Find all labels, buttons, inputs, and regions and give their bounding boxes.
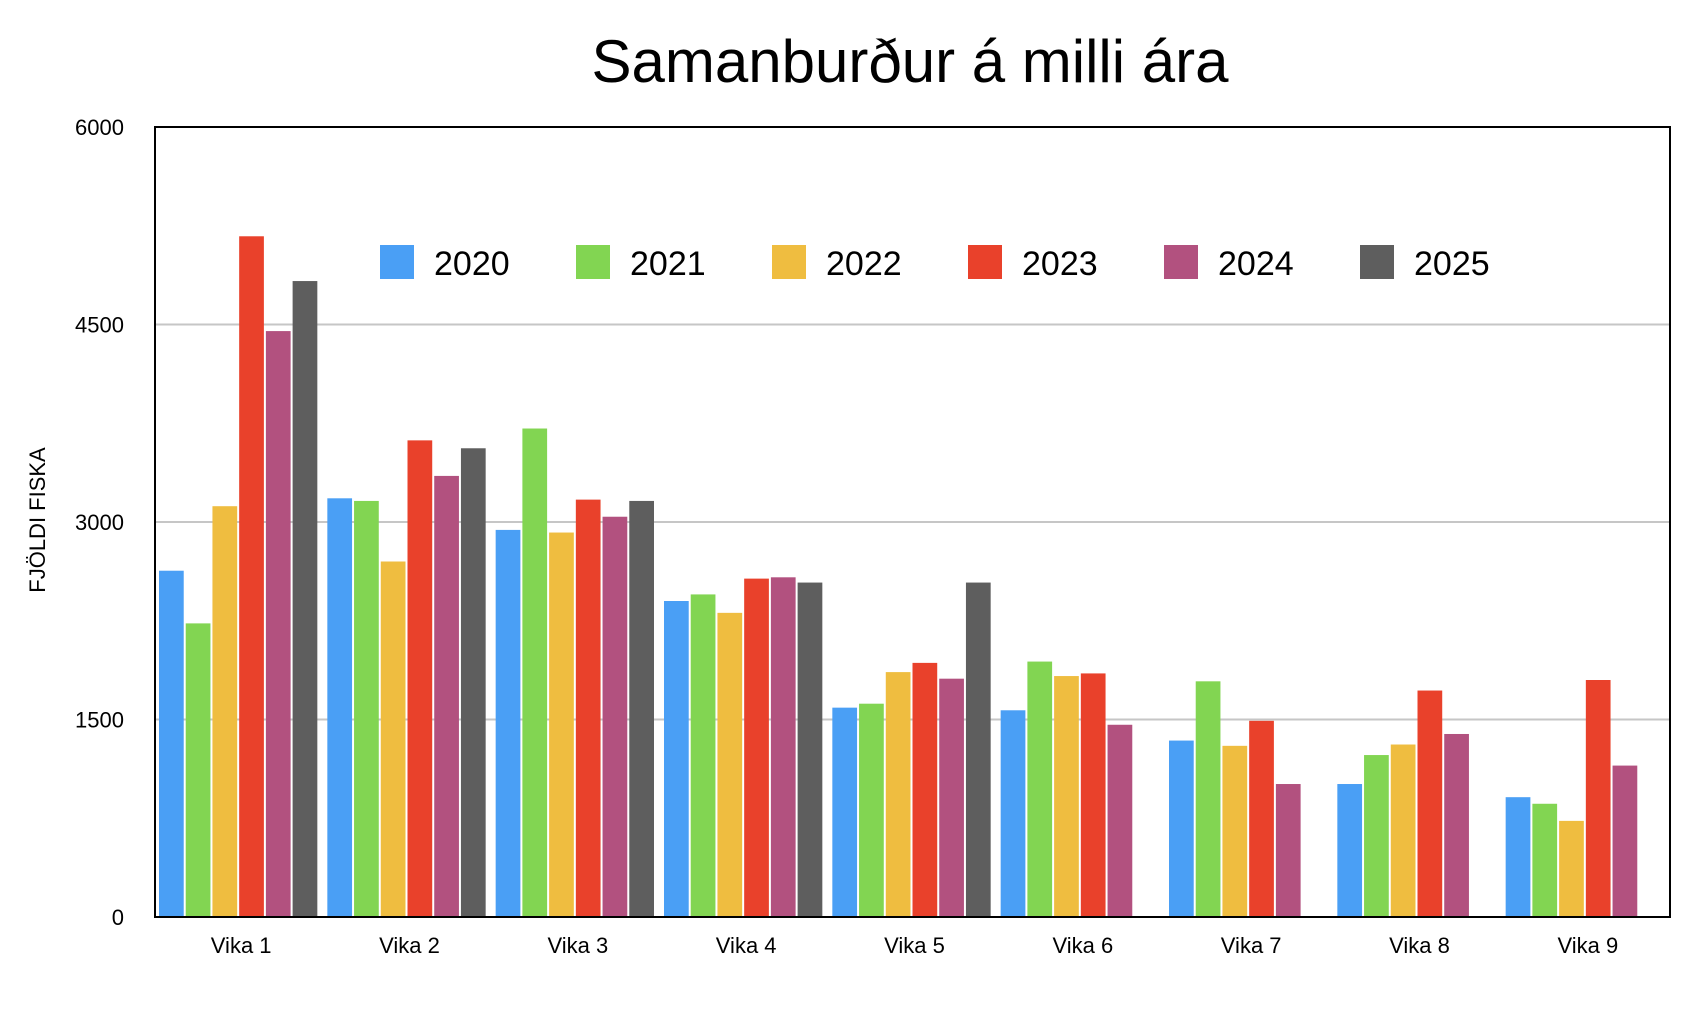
y-tick-label: 3000: [75, 510, 124, 535]
bar-2020-vika-5: [832, 707, 858, 917]
bar-2024-vika-9: [1612, 765, 1638, 917]
x-tick-label: Vika 1: [211, 933, 272, 958]
bar-2020-vika-8: [1337, 784, 1363, 917]
bar-2025-vika-5: [965, 582, 991, 917]
x-tick-label: Vika 2: [379, 933, 440, 958]
bar-2024-vika-6: [1107, 724, 1133, 917]
bar-2021-vika-5: [859, 703, 884, 917]
bar-2020-vika-4: [664, 601, 689, 917]
bar-2023-vika-7: [1249, 720, 1274, 917]
x-tick-label: Vika 4: [716, 933, 777, 958]
legend-label: 2024: [1218, 245, 1294, 283]
chart-title: Samanburður á milli ára: [592, 28, 1230, 95]
legend-label: 2023: [1022, 245, 1098, 283]
bar-2024-vika-5: [939, 678, 964, 917]
legend-swatch: [1360, 245, 1394, 279]
bar-2022-vika-3: [549, 532, 574, 917]
bar-2022-vika-9: [1559, 820, 1584, 917]
bar-2023-vika-1: [239, 236, 264, 918]
bar-2023-vika-2: [407, 440, 433, 917]
bar-2023-vika-4: [744, 578, 769, 917]
bar-2023-vika-6: [1080, 673, 1106, 917]
plot-frame: [154, 126, 1671, 918]
x-tick-label: Vika 6: [1052, 933, 1113, 958]
x-tick-label: Vika 8: [1389, 933, 1450, 958]
bar-2020-vika-9: [1505, 797, 1531, 917]
bar-2021-vika-3: [522, 428, 548, 917]
bar-2022-vika-1: [212, 506, 238, 917]
x-tick-label: Vika 9: [1557, 933, 1618, 958]
bar-2024-vika-1: [265, 331, 291, 917]
bar-2023-vika-9: [1585, 680, 1611, 917]
legend-label: 2022: [826, 245, 902, 283]
bar-2022-vika-2: [380, 561, 406, 917]
bar-2020-vika-2: [327, 498, 353, 917]
bar-2021-vika-2: [354, 500, 379, 917]
bar-2021-vika-9: [1532, 803, 1558, 917]
bar-2022-vika-8: [1390, 744, 1416, 917]
y-tick-label: 4500: [75, 313, 124, 338]
bar-2020-vika-6: [1000, 710, 1026, 917]
bar-2023-vika-5: [912, 662, 938, 917]
x-tick-labels: Vika 1 Vika 2 Vika 3 Vika 4 Vika 5 Vika 6 Vika…: [211, 933, 1618, 958]
legend: 2020 2021 2022 2023 2024 2025: [380, 245, 1490, 283]
x-tick-label: Vika 7: [1221, 933, 1282, 958]
x-tick-label: Vika 5: [884, 933, 945, 958]
bar-2022-vika-7: [1222, 745, 1248, 917]
bar-2023-vika-8: [1417, 690, 1443, 917]
bar-2022-vika-6: [1054, 676, 1079, 917]
bar-2025-vika-2: [460, 448, 486, 917]
y-axis-label: FJÖLDI FISKA: [25, 447, 50, 593]
bar-2020-vika-7: [1169, 740, 1194, 917]
bar-2022-vika-4: [717, 612, 743, 917]
bar-2024-vika-2: [434, 475, 459, 917]
bar-2020-vika-3: [495, 529, 521, 917]
y-tick-label: 6000: [75, 115, 124, 140]
legend-label: 2020: [434, 245, 510, 283]
y-tick-label: 1500: [75, 708, 124, 733]
legend-swatch: [1164, 245, 1198, 279]
bar-2025-vika-3: [629, 500, 654, 917]
x-tick-label: Vika 3: [547, 933, 608, 958]
legend-label: 2025: [1414, 245, 1490, 283]
y-tick-label: 0: [112, 905, 124, 930]
legend-swatch: [968, 245, 1002, 279]
bar-2024-vika-7: [1275, 784, 1301, 917]
bar-2021-vika-4: [690, 594, 716, 917]
legend-swatch: [576, 245, 610, 279]
bars: [159, 236, 1638, 918]
bar-2021-vika-6: [1027, 661, 1053, 917]
bar-2024-vika-3: [602, 516, 628, 917]
bar-2020-vika-1: [159, 570, 184, 917]
legend-label: 2021: [630, 245, 706, 283]
bar-2025-vika-4: [797, 582, 823, 917]
bar-2021-vika-8: [1364, 755, 1389, 917]
bar-2023-vika-3: [575, 499, 601, 917]
bar-2025-vika-1: [292, 281, 318, 917]
bar-2021-vika-7: [1195, 681, 1221, 917]
bar-2022-vika-5: [885, 672, 911, 917]
bar-2024-vika-4: [770, 577, 796, 917]
legend-swatch: [772, 245, 806, 279]
bar-2024-vika-8: [1444, 733, 1469, 917]
y-tick-labels: 0 1500 3000 4500 6000: [75, 115, 124, 930]
legend-swatch: [380, 245, 414, 279]
bar-2021-vika-1: [185, 623, 211, 917]
